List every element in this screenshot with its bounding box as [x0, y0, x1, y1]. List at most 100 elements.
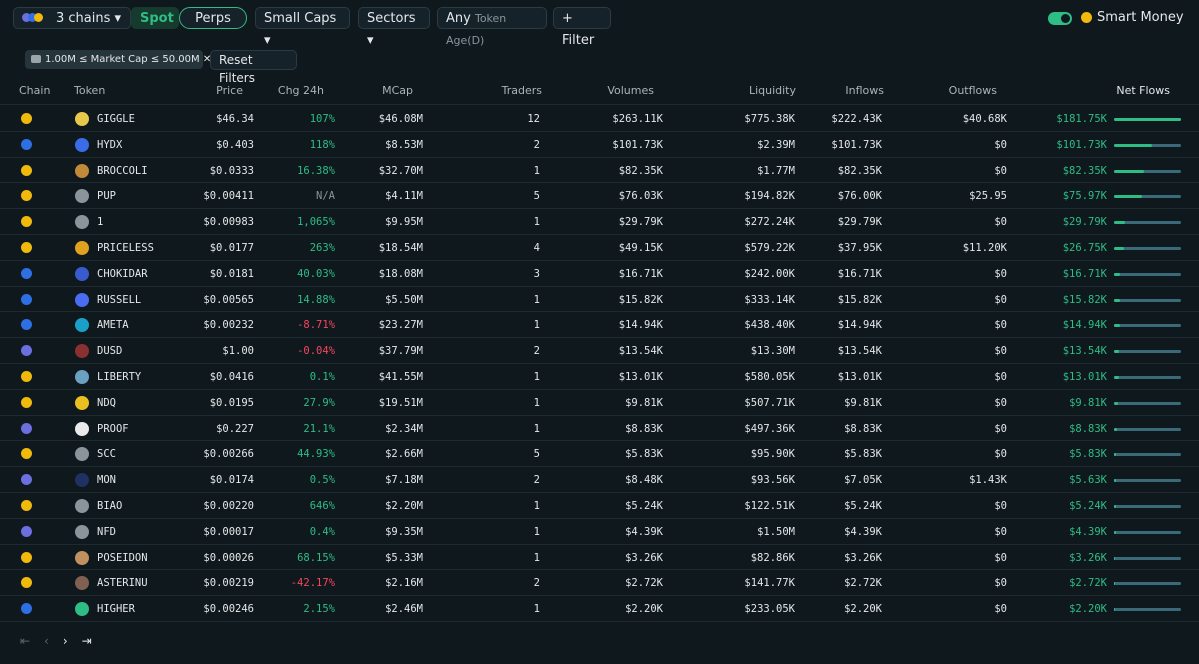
cell-inflows: $3.26K: [844, 551, 882, 564]
net-flow-bar: [1114, 324, 1120, 328]
cell-traders: 5: [533, 448, 540, 461]
pagination[interactable]: ⇤‹›⇥: [20, 634, 106, 648]
token-age-input[interactable]: Any Token Age(D): [437, 7, 547, 47]
cell-traders: 2: [533, 138, 540, 151]
header-volumes[interactable]: Volumes: [607, 84, 654, 97]
cell-liquidity: $1.50M: [757, 525, 795, 538]
token-icon: [75, 576, 89, 591]
header-inflows[interactable]: Inflows: [845, 84, 884, 97]
table-row[interactable]: [0, 390, 1199, 416]
cell-traders: 1: [533, 603, 540, 616]
table-row[interactable]: [0, 545, 1199, 571]
token-icon: [75, 447, 89, 462]
table-row[interactable]: [0, 158, 1199, 184]
cell-chg: -42.17%: [290, 577, 335, 590]
header-chg[interactable]: Chg 24h: [277, 84, 324, 97]
header-price[interactable]: Price: [216, 84, 243, 97]
table-row[interactable]: [0, 416, 1199, 442]
token-name: NFD: [97, 525, 116, 538]
market-cap-select[interactable]: Small Caps ▾: [255, 7, 350, 48]
header-row: [0, 77, 1199, 105]
net-flow-bar: [1114, 376, 1119, 379]
table-row[interactable]: [0, 235, 1199, 261]
table-row[interactable]: [0, 570, 1199, 597]
cell-price: $1.00: [222, 345, 254, 358]
cell-outflows: $0: [994, 448, 1007, 461]
chain-icon: [21, 603, 32, 615]
cell-mcap: $19.51M: [378, 396, 423, 409]
table-row[interactable]: [0, 209, 1199, 235]
token-name: PUP: [97, 190, 116, 203]
net-flow-track: [1114, 505, 1181, 508]
reset-filters[interactable]: Reset Filters: [210, 50, 297, 85]
table-row[interactable]: [0, 493, 1199, 519]
spot-tab[interactable]: Spot: [131, 7, 179, 29]
net-flow-track: [1114, 324, 1181, 328]
net-flow-track: [1114, 298, 1181, 302]
table-row[interactable]: [0, 441, 1199, 468]
cell-net-flows: $82.35K: [1062, 164, 1107, 177]
table-row[interactable]: [0, 287, 1199, 313]
token-name: DUSD: [97, 345, 123, 358]
header-traders[interactable]: Traders: [501, 84, 542, 97]
header-outflows[interactable]: Outflows: [948, 84, 997, 97]
token-icon: [75, 473, 89, 488]
cell-liquidity: $141.77K: [744, 577, 795, 590]
token-icon: [75, 344, 89, 359]
cell-volumes: $4.39K: [625, 525, 663, 538]
cell-liquidity: $194.82K: [744, 190, 795, 203]
cell-price: $0.00266: [203, 448, 254, 461]
token-icon: [75, 163, 89, 178]
cell-net-flows: $5.63K: [1069, 474, 1107, 487]
age-label: Token Age(D): [446, 12, 507, 47]
cell-mcap: $2.20M: [385, 500, 423, 512]
table-row[interactable]: [0, 364, 1199, 390]
net-flow-track: [1114, 453, 1181, 457]
net-flow-track: [1114, 530, 1181, 534]
table-row[interactable]: [0, 467, 1199, 493]
chain-select[interactable]: 3 chains ▾: [13, 7, 131, 29]
cell-liquidity: $775.38K: [744, 113, 795, 125]
sectors-select[interactable]: Sectors ▾: [358, 7, 430, 48]
cell-chg: 27.9%: [303, 396, 335, 409]
table-row[interactable]: [0, 261, 1199, 287]
net-flow-bar: [1114, 505, 1116, 508]
table-row[interactable]: [0, 132, 1199, 158]
cell-chg: 40.03%: [297, 267, 335, 280]
cell-volumes: $82.35K: [618, 164, 663, 177]
perps-tab[interactable]: Perps: [179, 7, 247, 29]
net-flow-bar: [1114, 298, 1120, 302]
table-row[interactable]: [0, 596, 1199, 622]
cell-traders: 1: [533, 500, 540, 512]
cell-liquidity: $507.71K: [744, 396, 795, 409]
table-row[interactable]: [0, 106, 1199, 132]
cell-volumes: $2.20K: [625, 603, 663, 616]
cell-price: $0.0333: [209, 164, 254, 177]
chain-icon: [21, 371, 32, 382]
table-row[interactable]: [0, 312, 1199, 339]
chain-icon: [21, 164, 32, 176]
header-mcap[interactable]: MCap: [382, 84, 413, 97]
cell-price: $0.0195: [209, 396, 254, 409]
token-icon: [75, 215, 89, 230]
cell-net-flows: $181.75K: [1056, 113, 1107, 125]
table-row[interactable]: [0, 338, 1199, 364]
cell-net-flows: $13.54K: [1062, 345, 1107, 358]
filter-chip[interactable]: 1.00M ≤ Market Cap ≤ 50.00M ✕: [25, 50, 211, 69]
header-liquidity[interactable]: Liquidity: [748, 84, 796, 97]
smart-money-toggle[interactable]: [1048, 12, 1072, 25]
cell-mcap: $7.18M: [385, 474, 423, 487]
cell-price: $0.403: [216, 138, 254, 151]
cell-outflows: $0: [994, 371, 1007, 383]
cell-traders: 3: [533, 267, 540, 280]
header-net_flows[interactable]: Net Flows: [1116, 84, 1170, 97]
cell-price: $46.34: [216, 113, 254, 125]
token-name: LIBERTY: [97, 371, 142, 383]
table-row[interactable]: [0, 519, 1199, 545]
cell-mcap: $9.35M: [385, 525, 423, 538]
filter-button[interactable]: + Filter: [553, 7, 611, 48]
cell-traders: 1: [533, 551, 540, 564]
cell-price: $0.00411: [203, 190, 254, 203]
table-row[interactable]: [0, 183, 1199, 210]
cell-traders: 1: [533, 293, 540, 306]
